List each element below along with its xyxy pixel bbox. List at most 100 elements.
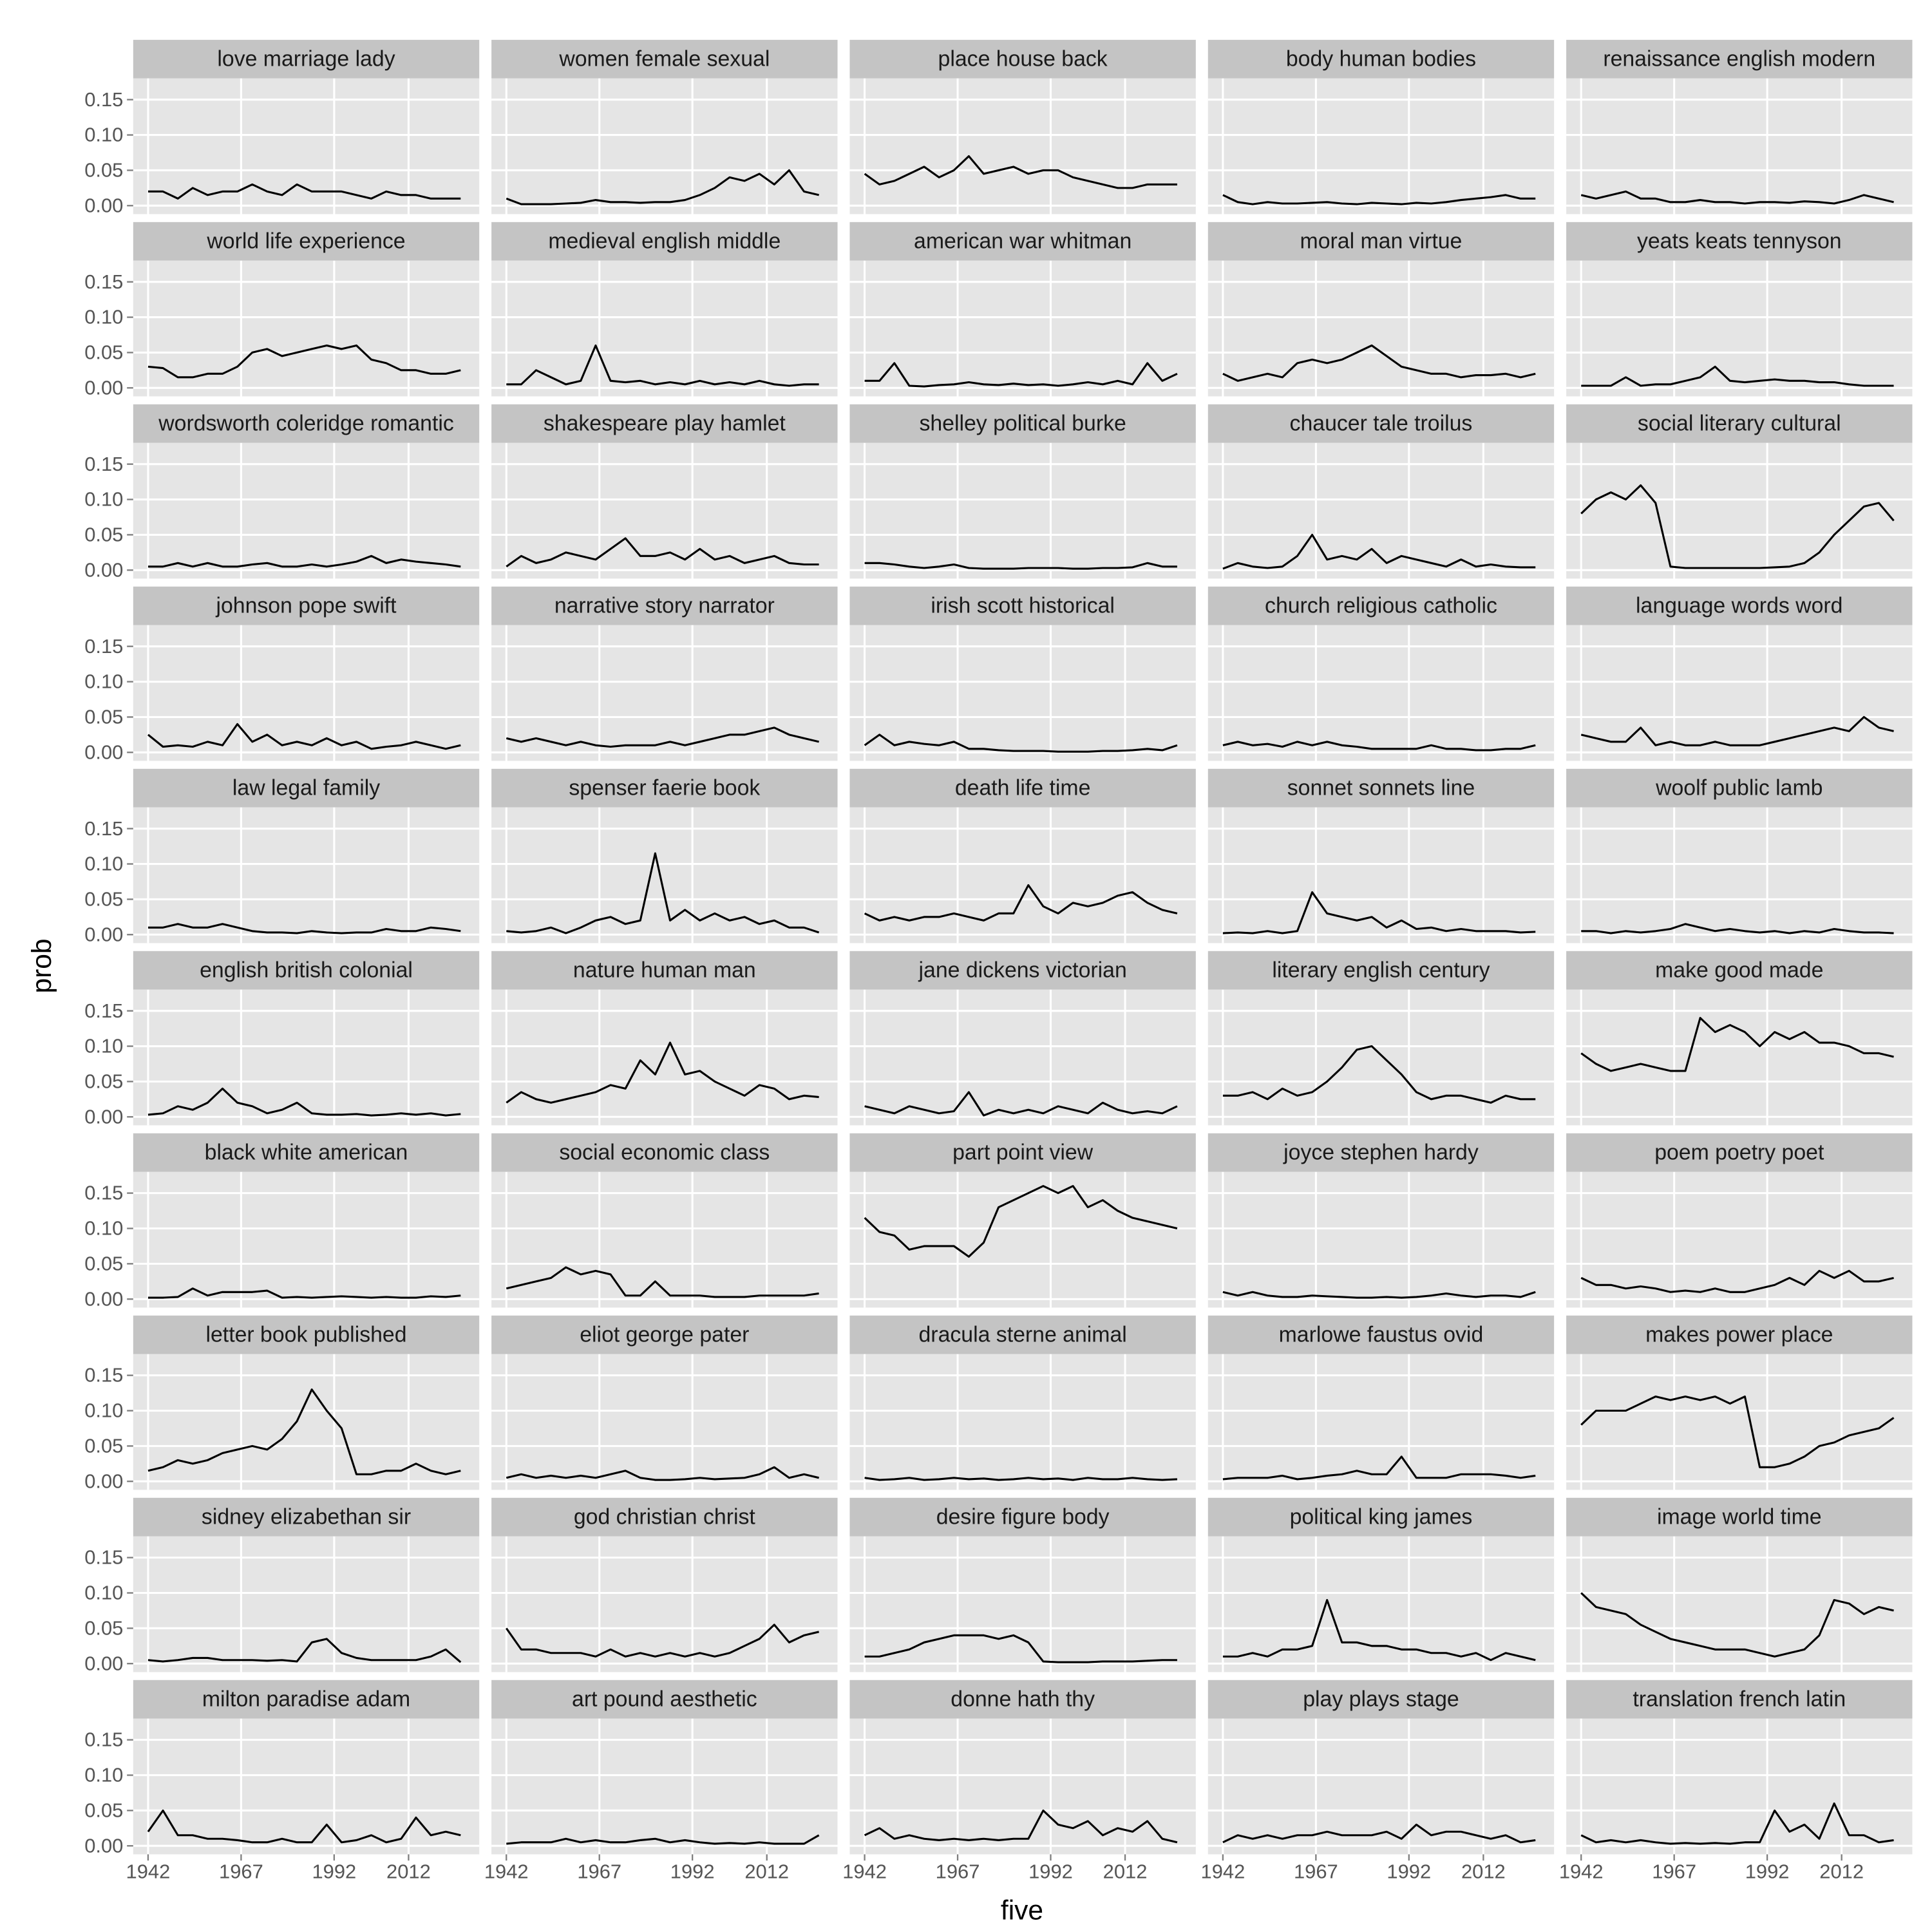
strip: [491, 1315, 838, 1354]
y-tick-label: 0.00: [84, 1834, 123, 1857]
facet: eliot george pater: [491, 1315, 838, 1490]
strip: [1566, 951, 1913, 990]
panel-background: [1566, 807, 1913, 943]
line: [1222, 1291, 1536, 1299]
y-tick-label: 0.05: [84, 706, 123, 728]
strip-title: political king james: [1290, 1505, 1473, 1530]
y-tick-label: 0.10: [84, 124, 123, 146]
strip: [491, 404, 838, 443]
strip: [849, 39, 1196, 79]
y-tick-label: 0.05: [84, 1434, 123, 1457]
panel-background: [133, 1718, 480, 1855]
x-tick-label: 1942: [1559, 1861, 1604, 1883]
line: [1580, 1802, 1894, 1845]
line: [864, 1091, 1178, 1117]
line: [505, 1624, 819, 1658]
strip: [1566, 1497, 1913, 1537]
strip: [133, 1133, 480, 1172]
line: [864, 1185, 1178, 1258]
panel-background: [133, 807, 480, 943]
facet: black white american 0.00 0.05 0.10 0.15: [84, 1133, 480, 1310]
facet: makes power place: [1566, 1315, 1913, 1490]
strip-title: play plays stage: [1303, 1687, 1459, 1712]
strip: [849, 222, 1196, 261]
line: [1581, 923, 1894, 934]
facet: irish scott historical: [849, 586, 1196, 761]
strip-title: social literary cultural: [1638, 412, 1841, 436]
strip-title: place house back: [938, 47, 1108, 71]
x-tick-label: 1992: [670, 1861, 715, 1883]
facet: love marriage lady 0.00 0.05 0.10 0.15: [84, 39, 480, 216]
facet: part point view: [849, 1133, 1196, 1308]
strip: [849, 1133, 1196, 1172]
strip-title: yeats keats tennyson: [1637, 229, 1842, 254]
strip-title: johnson pope swift: [215, 594, 397, 618]
x-tick-label: 1967: [577, 1861, 621, 1883]
strip: [491, 1680, 838, 1719]
panel-background: [1208, 625, 1555, 761]
line: [864, 362, 1178, 388]
y-tick-label: 0.15: [84, 1546, 123, 1569]
panel-background: [1208, 807, 1555, 943]
strip: [133, 768, 480, 808]
strip: [1208, 39, 1555, 79]
line: [147, 554, 461, 568]
line: [1222, 1598, 1536, 1662]
y-tick-label: 0.15: [84, 270, 123, 293]
facet: social literary cultural: [1566, 404, 1913, 579]
strip: [491, 951, 838, 990]
strip: [849, 586, 1196, 625]
panel-background: [491, 442, 838, 579]
y-tick-label: 0.05: [84, 1616, 123, 1639]
facet: wordsworth coleridge romantic 0.00 0.05 0.1…: [84, 404, 480, 581]
y-tick-label: 0.00: [84, 558, 123, 581]
panel-background: [849, 1171, 1196, 1308]
strip: [849, 404, 1196, 443]
panel-background: [491, 625, 838, 761]
facet: body human bodies: [1208, 39, 1555, 214]
line: [147, 1638, 462, 1663]
facet: play plays stage 1942 1967 1992 2012: [1201, 1680, 1555, 1883]
panel-background: [1208, 1718, 1555, 1855]
x-tick-label: 1967: [936, 1861, 980, 1883]
strip: [1208, 1315, 1555, 1354]
panel-background: [133, 625, 480, 761]
x-tick-label: 1992: [1028, 1861, 1073, 1883]
facet: yeats keats tennyson: [1566, 222, 1913, 397]
strip-title: jane dickens victorian: [918, 958, 1127, 983]
line: [1580, 715, 1894, 746]
y-tick-label: 0.00: [84, 1287, 123, 1310]
strip-title: women female sexual: [558, 47, 770, 71]
strip-title: irish scott historical: [931, 594, 1115, 618]
y-tick-label: 0.10: [84, 670, 123, 693]
strip: [491, 222, 838, 261]
strip: [1208, 951, 1555, 990]
y-tick-label: 0.00: [84, 741, 123, 763]
x-tick-label: 1967: [1294, 1861, 1338, 1883]
facet: law legal family 0.00 0.05 0.10 0.15: [84, 768, 480, 945]
strip: [849, 1315, 1196, 1354]
facet: english british colonial 0.00 0.05 0.10 0.15: [84, 951, 480, 1128]
y-tick-label: 0.15: [84, 88, 123, 111]
strip-title: sonnet sonnets line: [1287, 776, 1475, 800]
line: [1580, 190, 1894, 205]
line: [506, 1466, 819, 1481]
panel-background: [1208, 1536, 1555, 1672]
strip: [1566, 768, 1913, 808]
facet: language words word: [1566, 586, 1913, 761]
strip-title: language words word: [1636, 594, 1842, 618]
panel-background: [491, 78, 838, 214]
x-tick-label: 2012: [1103, 1861, 1148, 1883]
y-tick-label: 0.10: [84, 1399, 123, 1422]
facet: nature human man: [491, 951, 838, 1126]
strip-title: shelley political burke: [919, 412, 1126, 436]
strip-title: makes power place: [1645, 1323, 1833, 1347]
facet: donne hath thy 1942 1967 1992 2012: [842, 1680, 1196, 1883]
strip: [133, 39, 480, 79]
y-tick-label: 0.10: [84, 488, 123, 511]
panel-background: [1208, 442, 1555, 579]
panel-background: [849, 1354, 1196, 1490]
strip: [1208, 222, 1555, 261]
x-tick-label: 1992: [312, 1861, 356, 1883]
